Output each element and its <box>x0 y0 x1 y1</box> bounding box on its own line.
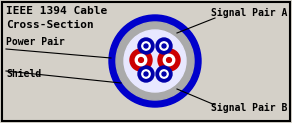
Circle shape <box>116 22 194 100</box>
Text: IEEE 1394 Cable: IEEE 1394 Cable <box>6 6 107 16</box>
Text: Power Pair: Power Pair <box>6 37 65 47</box>
Circle shape <box>139 58 143 62</box>
Circle shape <box>160 70 168 78</box>
Circle shape <box>142 42 150 50</box>
Circle shape <box>144 44 148 48</box>
Circle shape <box>160 42 168 50</box>
Circle shape <box>124 30 186 92</box>
Circle shape <box>144 72 148 76</box>
Circle shape <box>158 49 180 71</box>
Text: Cross-Section: Cross-Section <box>6 20 94 30</box>
Circle shape <box>138 66 154 82</box>
Text: Signal Pair A: Signal Pair A <box>211 8 287 18</box>
Circle shape <box>162 44 166 48</box>
Circle shape <box>162 72 166 76</box>
Circle shape <box>130 49 152 71</box>
Circle shape <box>156 38 172 54</box>
Circle shape <box>163 54 175 66</box>
Circle shape <box>166 58 171 62</box>
Circle shape <box>156 66 172 82</box>
Circle shape <box>142 70 150 78</box>
Circle shape <box>135 54 147 66</box>
Text: Shield: Shield <box>6 69 41 79</box>
Text: Signal Pair B: Signal Pair B <box>211 103 287 113</box>
Circle shape <box>138 38 154 54</box>
Circle shape <box>109 15 201 107</box>
